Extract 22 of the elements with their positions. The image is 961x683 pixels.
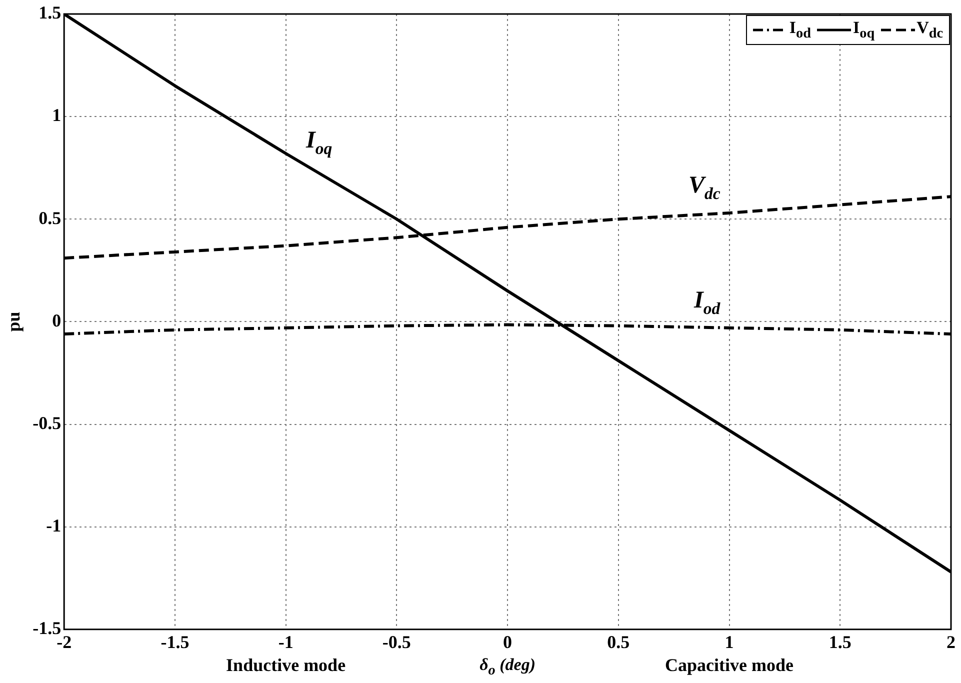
x-axis-title: δ$_{o}$ (deg) [480,655,536,680]
x-tick-label: -1 [278,632,294,652]
y-tick-label: -0.5 [32,412,62,433]
legend-label: I$_{od}$ [789,18,811,42]
x-tick-label: 0 [503,632,512,652]
x-tick-label: 0.5 [607,632,630,652]
x-tick-label: 1 [724,632,734,652]
x-tick-label: -0.5 [382,632,411,652]
y-tick-label: -1.5 [32,618,62,638]
x-tick-label: 2 [946,632,956,652]
text: Capacitive mode [665,655,794,676]
text: Inductive mode [226,655,346,676]
y-tick-label: 0 [52,310,62,330]
x-tick-label: 1.5 [828,632,852,652]
y-tick-label: 1 [52,105,62,126]
x-tick-label: -1.5 [160,632,190,652]
y-axis-title: pu [3,312,24,332]
y-tick-label: 1.5 [38,2,62,23]
y-tick-label: 0.5 [38,208,62,228]
y-tick-label: -1 [46,515,62,536]
legend-label: I$_{oq}$ [852,18,875,42]
legend-label: V$_{dc}$ [916,18,943,42]
